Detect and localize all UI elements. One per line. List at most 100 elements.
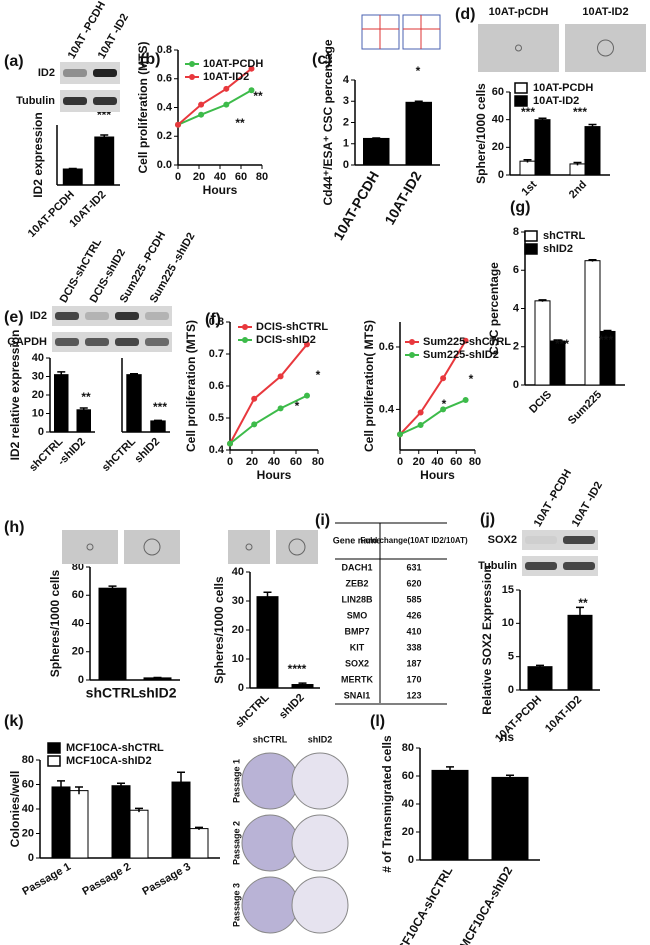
panel-label: (k) — [4, 713, 24, 730]
legend-swatch — [409, 339, 415, 345]
error-bar — [573, 161, 582, 166]
bar — [111, 785, 131, 859]
error-bar — [195, 826, 203, 830]
legend-swatch — [189, 74, 195, 80]
annotation: *** — [153, 400, 167, 414]
sphere — [597, 39, 614, 57]
panel-label: (d) — [455, 6, 475, 23]
x-tick-label: 10AT-ID2 — [543, 694, 584, 735]
y-tick-label: 0.6 — [379, 341, 394, 353]
y-tick-label: 20 — [22, 827, 34, 839]
x-tick-label: MCF10CA-shCTRL — [390, 864, 455, 945]
marker — [417, 409, 424, 416]
sphere — [245, 543, 253, 551]
line — [177, 89, 252, 126]
x-tick-label: MCF10CA-shID2 — [457, 864, 516, 945]
blot-band — [145, 338, 169, 346]
marker — [277, 373, 284, 380]
plate — [291, 876, 349, 934]
x-tick-label: shID2 — [132, 436, 162, 466]
y-tick-label: 10 — [32, 407, 44, 419]
marker — [277, 405, 284, 412]
annotation: * — [416, 64, 421, 78]
blot-band — [63, 69, 87, 77]
panel-label: (f) — [205, 311, 221, 328]
bar — [256, 596, 279, 689]
legend-label: shID2 — [543, 243, 573, 255]
plate-column-label: shID2 — [308, 734, 333, 744]
legend-swatch — [524, 243, 538, 255]
x-tick-label: 40 — [214, 171, 226, 183]
x-tick-label: Sum225 — [566, 389, 604, 427]
image-label: 10AT-pCDH — [489, 6, 549, 18]
error-bar — [130, 372, 138, 376]
y-axis-label: Colonies/well — [8, 771, 22, 848]
sphere — [288, 538, 306, 556]
x-tick-label: 0 — [227, 456, 233, 468]
bar — [569, 163, 586, 176]
table-cell: 123 — [406, 690, 421, 700]
y-axis-label: Spheres/1000 cells — [212, 576, 226, 684]
bar — [150, 420, 166, 433]
error-bar — [506, 774, 514, 780]
x-tick-label: Passage 1 — [20, 861, 73, 898]
y-axis-label: # of Transmigrated cells — [380, 735, 394, 873]
x-axis-label: Hours — [203, 183, 238, 197]
error-bar — [588, 258, 597, 262]
y-tick-label: 80 — [22, 754, 34, 766]
error-bar — [100, 134, 109, 139]
error-bar — [588, 123, 597, 129]
y-tick-label: 0.4 — [209, 444, 225, 456]
marker — [251, 395, 258, 402]
image-label: 10AT-ID2 — [582, 6, 628, 18]
annotation: *** — [573, 105, 587, 119]
bar — [171, 781, 191, 859]
y-tick-label: 10 — [232, 653, 244, 665]
y-tick-label: 0.2 — [157, 130, 172, 142]
x-tick-label: shCTRL — [86, 685, 140, 701]
micrograph — [565, 24, 646, 72]
y-tick-label: 0.0 — [157, 159, 172, 171]
legend-swatch — [524, 230, 538, 242]
marker — [304, 392, 310, 399]
table-cell: LIN28B — [341, 594, 373, 604]
blot-band — [63, 97, 87, 105]
x-tick-label: Passage 3 — [140, 861, 193, 898]
marker — [440, 375, 447, 382]
error-bar — [446, 766, 454, 774]
annotation: **** — [288, 662, 307, 676]
y-tick-label: 40 — [22, 803, 34, 815]
bar — [94, 136, 115, 186]
plate — [241, 752, 299, 810]
sphere — [515, 44, 522, 52]
plate — [291, 752, 349, 810]
bar — [189, 828, 209, 859]
table-header: Gene name — [333, 535, 382, 545]
y-axis-label: Sphere/1000 cells — [474, 83, 488, 184]
bar — [491, 776, 529, 861]
y-tick-label: 3 — [343, 95, 349, 107]
marker — [248, 65, 255, 72]
error-bar — [154, 419, 162, 422]
marker — [462, 337, 469, 344]
legend-swatch — [242, 337, 248, 343]
bar — [51, 786, 71, 859]
sphere — [86, 543, 94, 551]
error-bar — [68, 167, 77, 170]
blot-strip — [60, 62, 120, 84]
y-tick-label: 30 — [32, 370, 44, 382]
table-cell: ZEB2 — [345, 578, 368, 588]
bar — [584, 260, 601, 386]
marker — [304, 341, 310, 348]
y-axis-label: Cell proliferation (MTS) — [136, 41, 150, 173]
bar — [567, 614, 593, 691]
x-tick-label: 80 — [469, 456, 481, 468]
x-tick-label: 60 — [235, 171, 247, 183]
legend-label: shCTRL — [543, 230, 585, 242]
legend-label: Sum225-shCTRL — [423, 336, 511, 348]
y-tick-label: 0 — [78, 674, 84, 686]
x-axis-label: Hours — [257, 468, 292, 482]
table-header: Fold change(10AT ID2/10AT) — [360, 536, 468, 545]
blot-row-label: ID2 — [38, 67, 55, 79]
bar — [126, 374, 142, 433]
